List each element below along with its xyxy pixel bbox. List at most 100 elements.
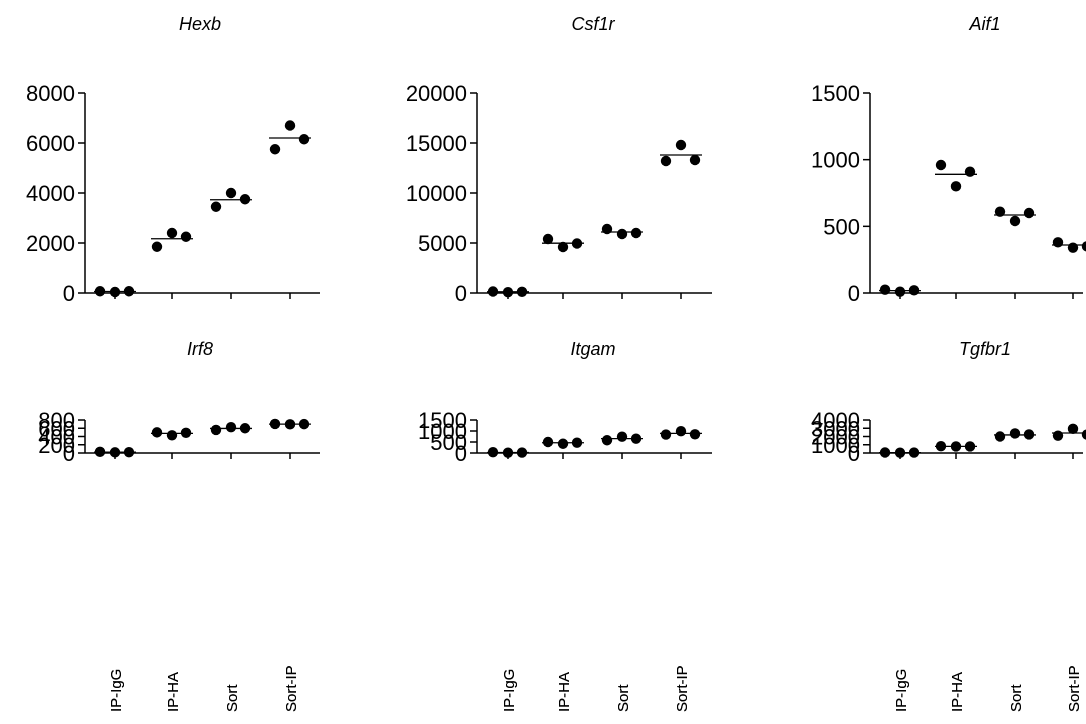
panel-title: Tgfbr1 [959, 339, 1011, 359]
y-tick-label: 1000 [418, 419, 467, 444]
y-tick-label: 8000 [26, 81, 75, 106]
data-point [1009, 428, 1021, 439]
data-point [516, 447, 528, 458]
y-tick-label: 4000 [26, 181, 75, 206]
x-tick-label: Sort-IP [674, 665, 691, 712]
data-point [123, 446, 135, 458]
data-point [1081, 429, 1086, 440]
data-point [166, 430, 178, 441]
x-tick-label: IP-IgG [108, 669, 125, 712]
data-point [950, 441, 962, 452]
data-point [109, 286, 121, 298]
data-point [1052, 237, 1064, 248]
y-tick-label: 0 [63, 281, 75, 306]
panel-aif1: Aif1 0 500 1000 1500 IP-IgG IP-HA Sort Sort-IP [811, 14, 1086, 712]
panel-title: Aif1 [968, 14, 1000, 34]
x-tick-label: Sort-IP [1066, 665, 1083, 712]
data-point [239, 194, 251, 205]
y-tick-label: 800 [38, 408, 75, 433]
data-point [487, 447, 499, 458]
y-tick-label: 1500 [811, 81, 860, 106]
data-point [502, 447, 514, 458]
y-tick-label: 15000 [406, 131, 467, 156]
y-tick-label: 20000 [406, 81, 467, 106]
data-point [225, 187, 237, 199]
data-point [1067, 242, 1079, 253]
x-tick-label: Sort-IP [1066, 665, 1083, 712]
y-tick-label: 1000 [811, 148, 860, 173]
x-tick-label: Sort-IP [283, 665, 300, 712]
panel-title: Itgam [570, 339, 615, 359]
x-tick-label: IP-HA [949, 672, 966, 712]
data-point [950, 181, 962, 192]
data-point [151, 427, 163, 438]
data-point [180, 427, 192, 438]
data-point [616, 228, 628, 240]
data-point [542, 233, 554, 245]
data-point [964, 166, 976, 177]
y-tick-label: 1500 [418, 408, 467, 433]
data-point [94, 446, 106, 458]
data-point [239, 423, 251, 434]
data-point [284, 120, 296, 131]
x-tick-label: Sort [224, 684, 241, 712]
y-tick-label: 0 [455, 281, 467, 306]
data-point [269, 144, 281, 155]
data-point [542, 436, 554, 448]
data-point [964, 441, 976, 452]
x-tick-label: Sort [615, 684, 632, 712]
data-point [502, 287, 514, 298]
data-point [487, 286, 499, 297]
x-tick-label: IP-IgG [893, 669, 910, 712]
data-point [879, 447, 891, 458]
data-point [516, 286, 528, 297]
data-point [1067, 423, 1079, 435]
y-tick-label: 0 [63, 441, 75, 466]
data-point [284, 419, 296, 430]
x-tick-label: Sort-IP [674, 665, 691, 712]
data-point [571, 238, 583, 249]
panel-title: Hexb [179, 14, 221, 34]
x-tick-label: Sort [615, 684, 632, 712]
data-point [994, 431, 1006, 442]
data-point [935, 441, 947, 452]
x-tick-label: IP-IgG [501, 669, 518, 712]
x-tick-label: Sort [224, 684, 241, 712]
x-tick-label: IP-HA [556, 672, 573, 712]
data-point [660, 429, 672, 440]
x-tick-label: IP-IgG [108, 669, 125, 712]
y-tick-label: 500 [823, 214, 860, 239]
data-point [1009, 215, 1021, 227]
data-point [109, 447, 121, 458]
panel-title: Csf1r [571, 14, 615, 34]
y-tick-label: 4000 [811, 408, 860, 433]
x-tick-label: Sort [1008, 684, 1025, 712]
data-point [298, 134, 310, 145]
data-point [675, 426, 687, 437]
data-point [908, 447, 920, 458]
data-point [225, 422, 237, 433]
y-tick-label: 200 [38, 433, 75, 458]
data-point [1052, 430, 1064, 441]
data-point [166, 227, 178, 239]
y-tick-label: 3000 [811, 416, 860, 441]
y-tick-label: 10000 [406, 181, 467, 206]
data-point [894, 447, 906, 458]
data-point [879, 284, 891, 295]
y-tick-label: 0 [455, 441, 467, 466]
data-point [123, 286, 135, 297]
data-point [675, 139, 687, 151]
y-tick-label: 2000 [26, 231, 75, 256]
y-tick-label: 0 [848, 281, 860, 306]
data-point [1081, 241, 1086, 252]
data-point [1023, 429, 1035, 440]
data-point [630, 433, 642, 444]
x-tick-label: IP-HA [165, 672, 182, 712]
y-tick-label: 1000 [811, 433, 860, 458]
data-point [601, 223, 613, 235]
data-point [94, 286, 106, 297]
